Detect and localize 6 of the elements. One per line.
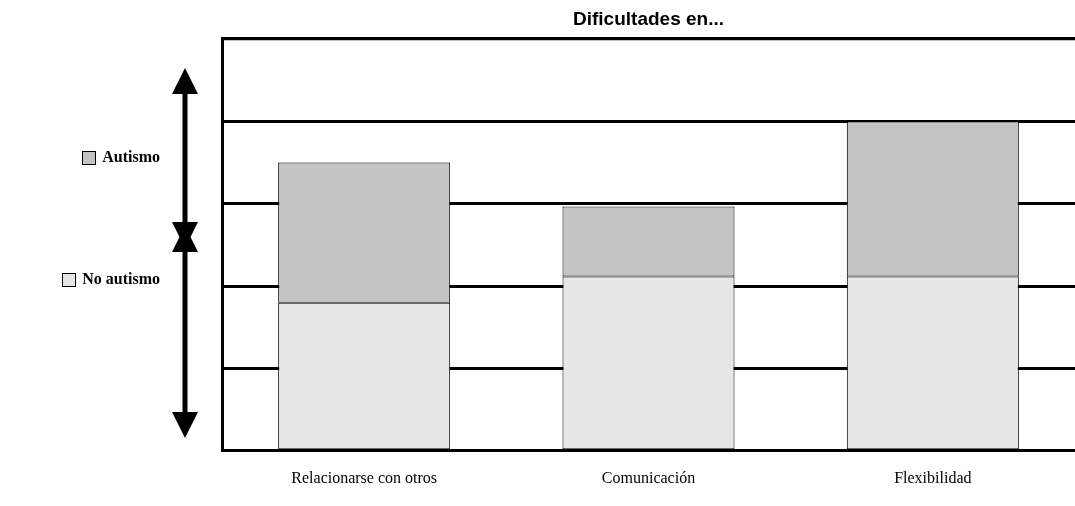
legend-label: Autismo (102, 148, 160, 165)
chart-title: Dificultades en... (573, 7, 724, 29)
x-tick-label: Comunicación (601, 468, 696, 486)
x-tick-label: Flexibilidad (894, 468, 972, 486)
legend-label: No autismo (82, 270, 160, 287)
x-tick-label: Relacionarse con otros (291, 468, 438, 486)
